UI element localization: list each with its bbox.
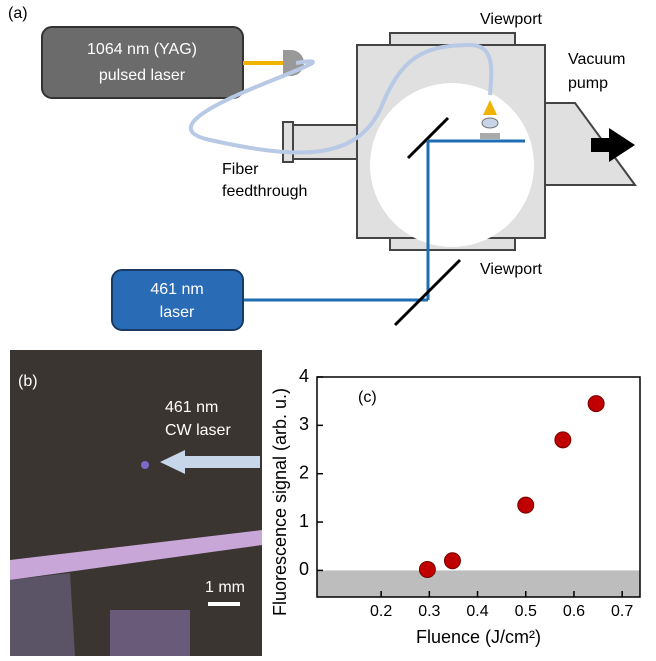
figure: (a) 1064 nm (YAG) pulsed laser 461 nm la… (0, 0, 656, 656)
point (444, 553, 460, 569)
point (419, 561, 435, 577)
chamber-window (370, 83, 534, 247)
y-axis-label: Fluorescence signal (arb. u.) (270, 388, 290, 616)
photo-object (110, 610, 190, 656)
panel-label: (c) (358, 389, 377, 406)
x-tick-label: 0.2 (370, 603, 392, 620)
beam-label: 461 nm (165, 399, 218, 416)
panel-label: (b) (18, 373, 38, 390)
point (518, 497, 534, 513)
panel-label: (a) (8, 5, 28, 22)
y-tick-label: 3 (299, 414, 309, 434)
scale-label: 1 mm (205, 579, 245, 596)
beam-label: CW laser (165, 422, 231, 439)
chart: 0.2 0.3 0.4 0.5 0.6 0.7 0 1 2 3 4 Fluence (J/cm²) Fl… (270, 366, 640, 647)
point (588, 396, 604, 412)
x-tick-label: 0.5 (515, 603, 537, 620)
feedthrough-label: feedthrough (222, 183, 307, 200)
feedthrough-flange (283, 122, 293, 162)
blue-laser-label: laser (160, 304, 195, 321)
y-tick-label: 2 (299, 462, 309, 482)
x-tick-label: 0.4 (466, 603, 488, 620)
photo-object (10, 573, 75, 656)
yag-label: pulsed laser (99, 67, 186, 84)
pump-label: pump (568, 75, 608, 92)
y-tick-label: 0 (299, 559, 309, 579)
y-tick-label: 1 (299, 511, 309, 531)
x-tick-label: 0.7 (611, 603, 633, 620)
point (555, 432, 571, 448)
viewport-label: Viewport (480, 11, 543, 28)
feedthrough-label: Fiber (222, 161, 259, 178)
x-tick-label: 0.6 (563, 603, 585, 620)
photo-spot (141, 461, 149, 469)
viewport-label: Viewport (480, 261, 543, 278)
pump-label: Vacuum (568, 51, 626, 68)
yag-laser-box (42, 27, 243, 98)
blue-laser-label: 461 nm (150, 281, 203, 298)
x-axis-label: Fluence (J/cm²) (416, 627, 541, 647)
negative-region (317, 570, 640, 597)
lens (482, 118, 498, 128)
viewport (390, 33, 515, 45)
scale-bar (208, 602, 240, 606)
yag-label: 1064 nm (YAG) (87, 41, 197, 58)
x-tick-label: 0.3 (418, 603, 440, 620)
target (480, 133, 500, 139)
y-tick-label: 4 (299, 366, 309, 386)
